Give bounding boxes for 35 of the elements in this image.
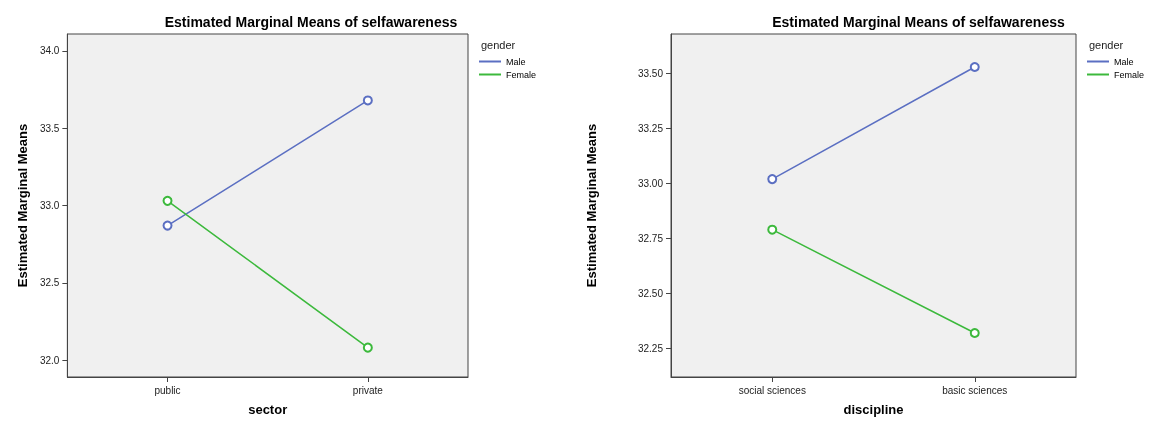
legend-title: gender xyxy=(1089,38,1124,51)
y-tick-label: 32.50 xyxy=(637,287,664,299)
y-tick-label: 33.0 xyxy=(39,200,60,211)
legend-label: Male xyxy=(1114,56,1134,67)
x-tick-label: social sciences xyxy=(738,384,806,396)
chart-title: Estimated Marginal Means of selfawareness xyxy=(164,14,458,30)
legend-label: Male xyxy=(506,56,526,67)
point xyxy=(162,195,173,206)
y-tick-label: 33.5 xyxy=(39,122,60,134)
legend-label: Female xyxy=(506,69,537,80)
y-tick-label: 33.25 xyxy=(637,123,664,135)
point xyxy=(767,224,778,235)
x-tick-label: private xyxy=(352,384,384,396)
point xyxy=(969,328,980,339)
y-tick-label: 32.75 xyxy=(637,232,664,244)
y-tick-label: 32.0 xyxy=(39,354,60,366)
legend-title: gender xyxy=(481,38,516,51)
y-tick-label: 32.25 xyxy=(637,342,664,354)
legend-label: Female xyxy=(1114,69,1145,80)
point xyxy=(362,95,373,106)
x-tick-label: public xyxy=(154,384,181,396)
y-tick-label: 33.50 xyxy=(637,68,664,80)
y-axis-title: Estimated Marginal Means xyxy=(584,123,599,288)
point xyxy=(767,174,778,185)
point xyxy=(162,220,173,231)
x-axis-title: discipline xyxy=(843,402,904,417)
chart-title: Estimated Marginal Means of selfawareness xyxy=(772,14,1065,30)
y-tick-label: 33.00 xyxy=(637,178,664,190)
point xyxy=(969,61,980,72)
x-axis-title: sector xyxy=(248,402,288,417)
y-tick-label: 34.0 xyxy=(39,45,60,57)
point xyxy=(362,342,373,353)
y-axis-title: Estimated Marginal Means xyxy=(15,123,30,288)
y-tick-label: 32.5 xyxy=(39,277,60,289)
x-tick-label: basic sciences xyxy=(942,384,1008,396)
